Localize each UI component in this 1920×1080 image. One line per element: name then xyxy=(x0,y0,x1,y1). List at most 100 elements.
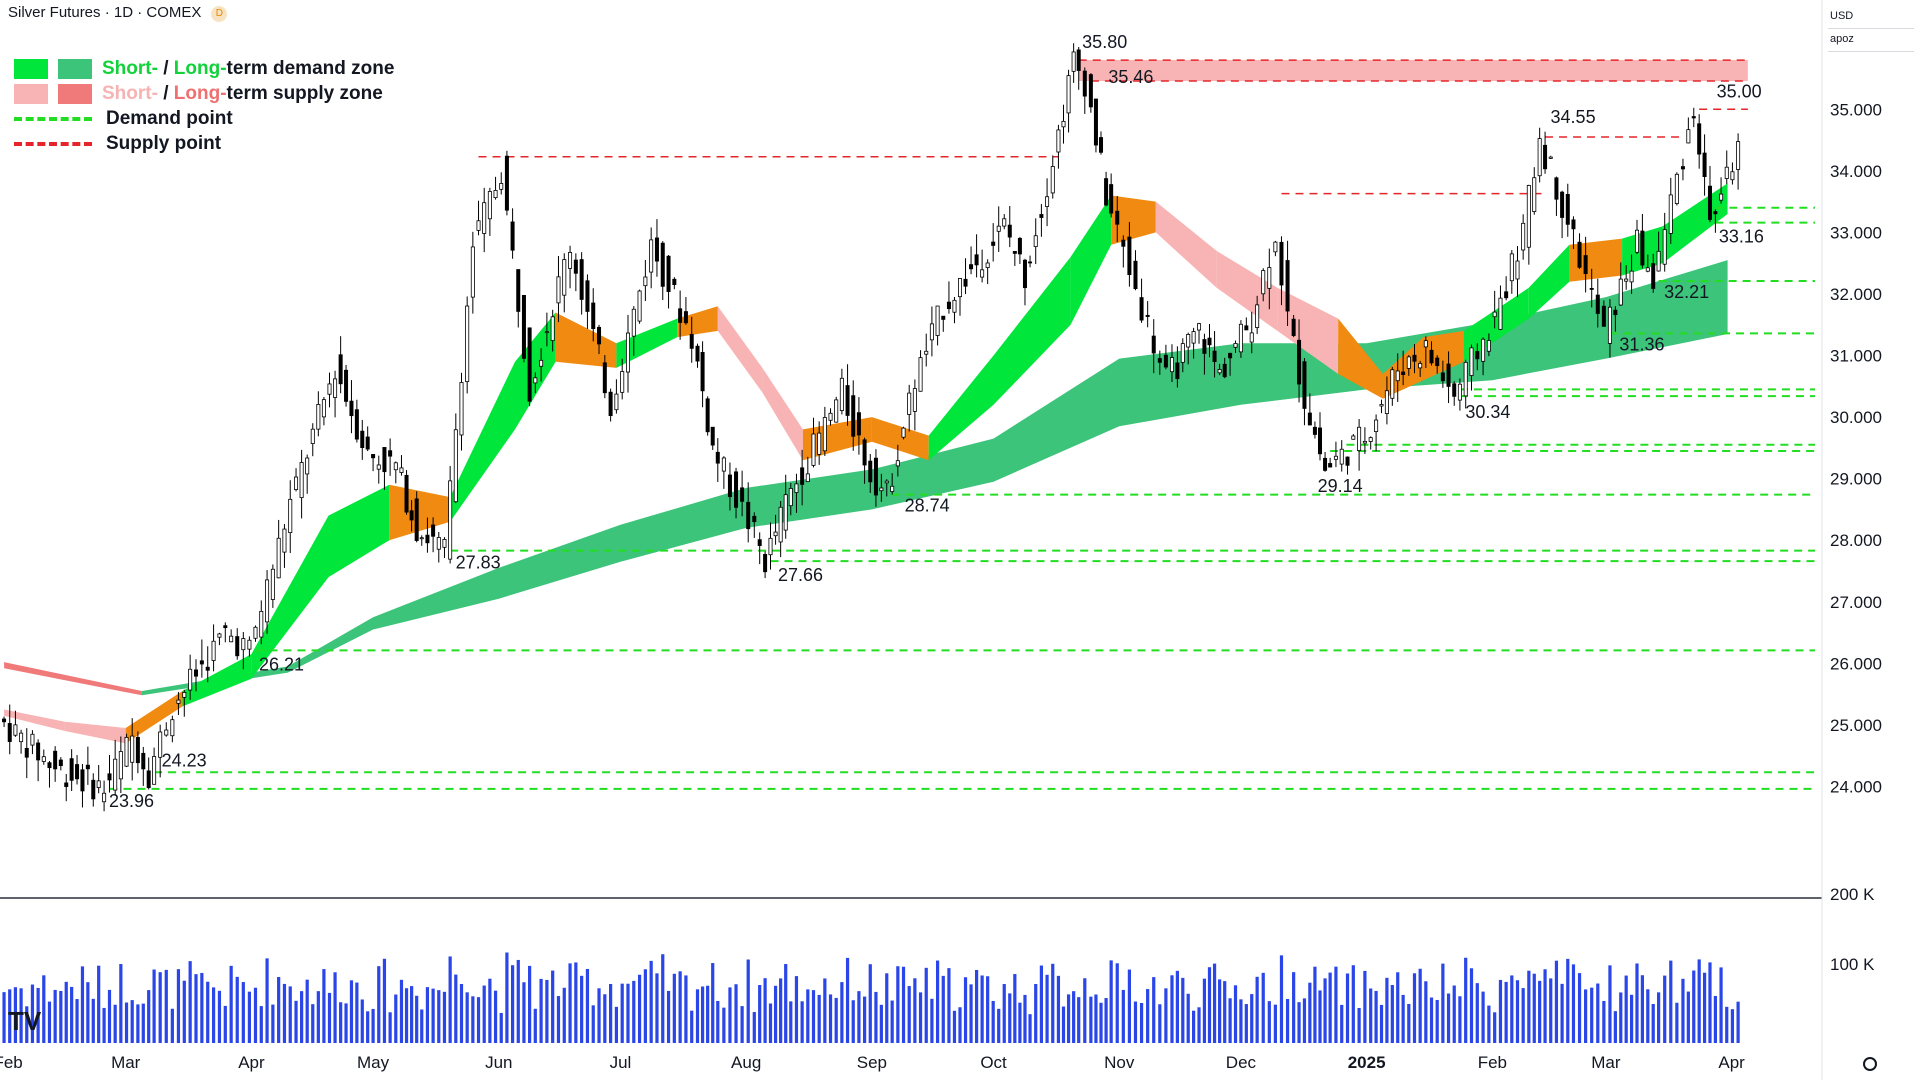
volume-bar xyxy=(277,976,281,1043)
volume-bar xyxy=(30,984,35,1043)
chart-title: Silver Futures · 1D · COMEX D xyxy=(8,4,228,22)
volume-bar xyxy=(913,978,917,1043)
short-term-zone-segment xyxy=(871,417,929,461)
short-term-zone-segment xyxy=(1216,250,1278,331)
volume-bar xyxy=(1521,988,1525,1043)
volume-bar xyxy=(1186,993,1190,1043)
candle-body xyxy=(113,758,118,791)
volume-bar xyxy=(164,969,168,1043)
volume-bar xyxy=(924,967,928,1043)
candle-body xyxy=(649,239,654,273)
candle-body xyxy=(414,498,419,541)
volume-bar xyxy=(339,1002,343,1043)
interval-badge[interactable]: D xyxy=(211,6,228,22)
candle-body xyxy=(544,331,549,334)
currency-selector[interactable]: USD xyxy=(1828,6,1914,29)
volume-bar xyxy=(102,1007,106,1043)
volume-bar xyxy=(562,987,566,1043)
candle-body xyxy=(1640,230,1645,266)
volume-bar xyxy=(1261,972,1265,1043)
candle-body xyxy=(1339,448,1344,465)
candle-body xyxy=(811,433,816,466)
long-supply-swatch xyxy=(58,83,92,104)
volume-bar xyxy=(539,978,543,1043)
volume-bar xyxy=(868,964,872,1043)
candle-body xyxy=(1099,137,1104,153)
volume-bar xyxy=(1493,1012,1497,1043)
volume-bar xyxy=(997,1008,1001,1043)
volume-bar xyxy=(941,975,945,1043)
price-tick-label: 26.000 xyxy=(1830,654,1882,673)
volume-bar xyxy=(1357,1008,1361,1043)
volume-bar xyxy=(288,986,292,1043)
volume-bar xyxy=(885,973,889,1043)
volume-bar xyxy=(1008,993,1012,1043)
candle-body xyxy=(1577,241,1582,268)
candle-body xyxy=(1022,259,1027,289)
volume-bar xyxy=(1390,984,1394,1043)
volume-bar xyxy=(1083,978,1087,1043)
volume-bar xyxy=(1202,978,1207,1043)
volume-bar xyxy=(459,983,464,1043)
volume-bar xyxy=(25,1006,29,1043)
volume-bar xyxy=(845,957,850,1043)
volume-bar xyxy=(271,1004,275,1043)
volume-bar xyxy=(1385,977,1389,1043)
candle-body xyxy=(1662,229,1667,265)
candle-body xyxy=(851,395,856,437)
candle-body xyxy=(660,242,665,287)
candle-body xyxy=(1634,229,1639,253)
short-term-zone-segment xyxy=(515,312,556,430)
candle-body xyxy=(135,736,140,764)
candle-body xyxy=(107,773,112,781)
candle-body xyxy=(360,430,365,448)
legend-long-label: Long- xyxy=(173,57,227,79)
volume-bar xyxy=(545,979,549,1043)
scale-selector[interactable]: apoz xyxy=(1828,29,1914,52)
logo-glyph: TV xyxy=(8,1006,42,1036)
volume-bar xyxy=(1713,995,1717,1043)
candle-body xyxy=(1395,370,1400,382)
volume-bar xyxy=(1424,981,1428,1043)
volume-bar xyxy=(857,991,861,1043)
settings-gear-icon[interactable] xyxy=(1863,1057,1877,1071)
candle-body xyxy=(1157,358,1162,363)
volume-bar xyxy=(1094,994,1098,1043)
volume-bar xyxy=(728,987,732,1043)
volume-bar xyxy=(672,973,676,1043)
candle-body xyxy=(705,398,710,433)
candle-body xyxy=(783,494,788,531)
volume-bars xyxy=(2,952,1740,1043)
volume-bar xyxy=(1629,994,1634,1043)
volume-bar xyxy=(91,998,95,1043)
candle-body xyxy=(1401,371,1406,375)
volume-tick-label: 200 K xyxy=(1830,885,1875,904)
candle-body xyxy=(1406,356,1411,369)
volume-bar xyxy=(158,972,162,1043)
candle-body xyxy=(24,747,29,758)
candle-body xyxy=(1261,270,1266,295)
volume-bar xyxy=(1651,1003,1655,1043)
candle-body xyxy=(562,259,567,296)
price-annotation: 32.21 xyxy=(1664,282,1709,302)
volume-bar xyxy=(410,986,414,1043)
legend-short-label: Short- xyxy=(102,57,158,79)
volume-bar xyxy=(1675,1002,1679,1043)
volume-bar xyxy=(722,1007,726,1043)
volume-bar xyxy=(1624,975,1628,1043)
candle-body xyxy=(1255,304,1260,328)
candle-body xyxy=(1317,427,1323,455)
volume-bar xyxy=(874,991,878,1043)
volume-bar xyxy=(119,964,123,1043)
volume-bar xyxy=(499,1012,503,1043)
volume-bar xyxy=(371,1008,375,1043)
candle-body xyxy=(504,155,509,211)
candle-body xyxy=(980,269,985,278)
candle-body xyxy=(182,692,187,698)
candle-body xyxy=(164,729,169,736)
volume-bar xyxy=(265,958,269,1043)
volume-bar xyxy=(36,987,40,1043)
volume-bar xyxy=(493,990,498,1043)
candle-body xyxy=(602,362,607,394)
candle-body xyxy=(75,764,80,780)
